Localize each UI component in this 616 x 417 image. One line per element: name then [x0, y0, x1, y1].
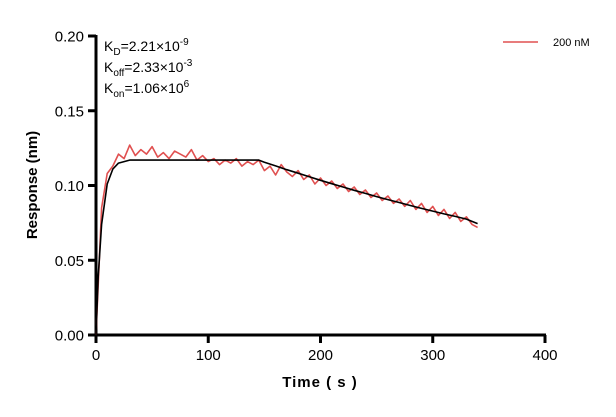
y-axis-label: Response (nm) [24, 131, 41, 239]
x-tick-label: 0 [92, 347, 100, 364]
axes: 0.00 0.05 0.10 0.15 0.20 0 100 200 300 400 [55, 29, 558, 365]
legend: 200 nM [503, 37, 590, 49]
legend-label: 200 nM [553, 37, 590, 49]
series-group [95, 144, 478, 336]
x-tick-label: 200 [308, 347, 333, 364]
x-tick-label: 300 [420, 347, 445, 364]
x-tick-label: 100 [196, 347, 221, 364]
annotation-D: KD=2.21×10-9 [104, 37, 189, 58]
y-tick-label: 0.10 [55, 178, 84, 195]
annotation-off: Koff=2.33×10-3 [104, 58, 193, 79]
fit-curve [95, 159, 478, 336]
y-tick-label: 0.05 [55, 253, 84, 270]
y-tick-label: 0.15 [55, 103, 84, 120]
y-tick-label: 0.20 [55, 29, 84, 46]
x-axis-label: Time ( s ) [282, 374, 358, 391]
series-line-200-nM [95, 144, 478, 336]
annotation-on: Kon=1.06×106 [104, 79, 190, 100]
x-tick-label: 400 [532, 347, 557, 364]
y-tick-label: 0.00 [55, 328, 84, 345]
